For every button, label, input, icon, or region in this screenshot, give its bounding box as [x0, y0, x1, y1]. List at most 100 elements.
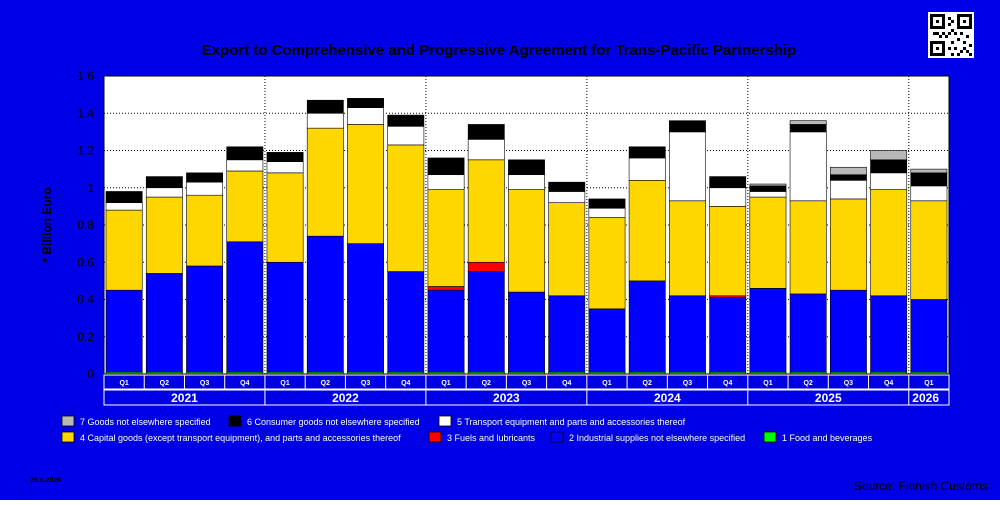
bar-segment [145, 196, 183, 274]
bar-segment [226, 170, 264, 243]
year-label: 2023 [493, 391, 520, 405]
bar-segment [910, 299, 948, 373]
bar-segment [789, 120, 827, 125]
bar-segment [588, 207, 626, 218]
bar-segment [628, 180, 666, 282]
x-tick-label: Q2 [643, 380, 652, 387]
x-tick-label: Q2 [803, 380, 812, 387]
bar-segment [588, 198, 626, 209]
legend-swatch [61, 415, 75, 427]
bar-segment [387, 144, 425, 272]
x-tick-label: Q4 [723, 380, 732, 387]
x-tick-label: Q3 [200, 380, 209, 387]
bar-segment [145, 187, 183, 198]
legend-label: 7 Goods not elsewhere specified [80, 417, 211, 427]
chart-title: Export to Comprehensive and Progressive … [202, 42, 797, 59]
x-tick-label: Q1 [441, 380, 450, 387]
bar-segment [306, 235, 344, 373]
bar-segment [548, 202, 586, 297]
legend-label: 4 Capital goods (except transport equipm… [80, 433, 401, 443]
bar-segment [347, 107, 384, 125]
bar-segment [829, 166, 867, 176]
bar-segment [709, 187, 747, 207]
quarter-row [103, 374, 950, 390]
x-tick-label: Q3 [522, 380, 531, 387]
bar-segment [829, 174, 867, 181]
bar-segment [226, 146, 264, 161]
bar-segment [306, 127, 344, 237]
bar-segment [105, 202, 143, 211]
x-tick-label: Q4 [401, 380, 410, 387]
bar-segment [829, 289, 867, 373]
x-tick-label: Q4 [884, 380, 893, 387]
bar-segment [709, 297, 747, 373]
bar-segment [508, 189, 545, 293]
legend-swatch [438, 415, 452, 427]
bar-segment [347, 98, 384, 108]
bar-segment [145, 273, 183, 373]
legend-label: 6 Consumer goods not elsewhere specified [247, 417, 420, 427]
bar-segment [427, 289, 465, 373]
year-row [103, 389, 950, 406]
bar-segment [226, 159, 264, 172]
bar-segment [709, 206, 747, 297]
bar-segment [427, 189, 465, 287]
bar-segment [749, 185, 787, 192]
legend-swatch [61, 431, 75, 443]
bar-segment [266, 161, 304, 174]
y-tick-label: 1.2 [77, 144, 94, 158]
bar-segment [628, 146, 666, 159]
bar-segment [789, 200, 827, 295]
bar-segment [870, 150, 908, 161]
bar-segment [387, 125, 425, 146]
bar-segment [467, 271, 505, 373]
bar-segment [749, 288, 787, 373]
y-tick-label: 1 [87, 181, 94, 195]
bar-segment [749, 191, 787, 198]
y-tick-label: 1.4 [77, 106, 94, 120]
bar-segment [628, 280, 666, 373]
year-label: 2025 [815, 391, 842, 405]
x-tick-label: Q1 [280, 380, 289, 387]
bar-segment [105, 209, 143, 291]
bar-segment [548, 181, 586, 192]
bar-segment [669, 120, 706, 133]
x-tick-label: Q3 [683, 380, 692, 387]
bar-segment [508, 159, 545, 176]
x-tick-label: Q2 [160, 380, 169, 387]
y-tick-label: 0.4 [77, 293, 94, 307]
year-label: 2026 [912, 391, 939, 405]
legend-swatch [228, 415, 242, 427]
bar-segment [266, 261, 304, 373]
bar-segment [467, 261, 505, 272]
bar-segment [186, 265, 224, 373]
bar-segment [910, 172, 948, 187]
bar-segment [347, 243, 384, 373]
bar-segment [709, 176, 747, 189]
bar-segment [870, 189, 908, 297]
x-tick-label: Q3 [361, 380, 370, 387]
legend: 7 Goods not elsewhere specified 6 Consume… [61, 415, 873, 443]
bar-segment [910, 185, 948, 202]
bar-segment [347, 124, 384, 244]
x-tick-label: Q4 [562, 380, 571, 387]
bar-segment [628, 157, 666, 181]
bar-segment [306, 99, 344, 114]
y-tick-label: 0 [87, 367, 94, 381]
bar-segment [467, 124, 505, 140]
y-axis-label: * Billion Euro [40, 187, 54, 262]
bar-segment [870, 159, 908, 174]
bar-segment [829, 198, 867, 291]
bar-segment [467, 159, 505, 263]
bar-segment [306, 112, 344, 129]
legend-label: 2 Industrial supplies not elsewhere spec… [569, 433, 745, 443]
bar-segment [749, 183, 787, 187]
bar-segment [588, 308, 626, 373]
legend-label: 3 Fuels and lubricants [447, 433, 536, 443]
bar-segment [669, 200, 706, 297]
legend-label: 5 Transport equipment and parts and acce… [457, 417, 686, 427]
bar-segment [467, 139, 505, 161]
source-note: Source: Finnish Customs [854, 479, 988, 493]
bar-segment [145, 176, 183, 189]
